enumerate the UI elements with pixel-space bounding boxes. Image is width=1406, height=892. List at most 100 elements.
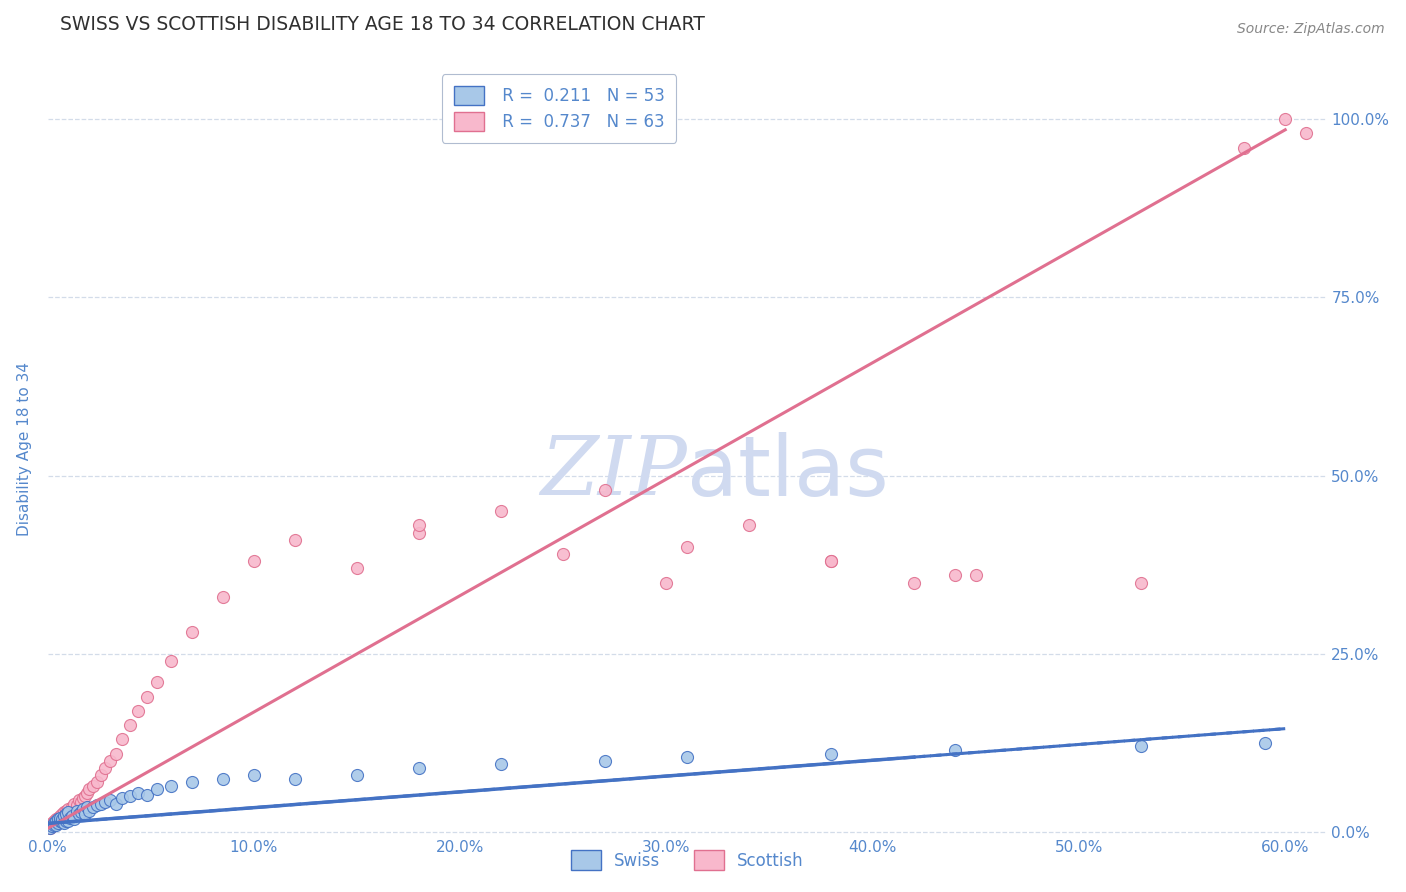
Point [41, 819, 63, 833]
Point [73, 807, 96, 822]
Point [738, 518, 761, 533]
Point [49, 814, 72, 829]
Point [1129, 739, 1152, 754]
Point [553, 547, 575, 561]
Point [820, 554, 842, 568]
Point [45, 818, 67, 832]
Point [965, 568, 987, 582]
Point [46, 816, 69, 830]
Point [120, 718, 142, 732]
Text: SWISS VS SCOTTISH DISABILITY AGE 18 TO 34 CORRELATION CHART: SWISS VS SCOTTISH DISABILITY AGE 18 TO 3… [60, 15, 706, 34]
Point [181, 775, 204, 789]
Point [86, 775, 108, 789]
Point [111, 732, 134, 747]
Point [45, 816, 67, 830]
Point [65, 804, 87, 818]
Point [55, 809, 77, 823]
Point [408, 525, 430, 540]
Point [46, 811, 69, 825]
Point [820, 747, 842, 761]
Point [160, 654, 183, 668]
Point [53, 805, 76, 819]
Point [58, 805, 80, 819]
Point [284, 533, 307, 547]
Point [160, 779, 183, 793]
Point [111, 790, 134, 805]
Point [120, 789, 142, 804]
Point [76, 786, 98, 800]
Point [72, 790, 94, 805]
Point [243, 768, 266, 782]
Point [55, 807, 77, 822]
Point [943, 743, 966, 757]
Point [1295, 127, 1317, 141]
Point [59, 805, 82, 819]
Point [212, 772, 235, 786]
Point [90, 797, 112, 811]
Point [41, 819, 63, 833]
Point [593, 754, 616, 768]
Point [59, 811, 82, 825]
Point [86, 797, 108, 812]
Point [42, 818, 65, 832]
Point [127, 786, 149, 800]
Point [49, 811, 72, 825]
Point [90, 768, 112, 782]
Point [94, 761, 117, 775]
Point [63, 797, 86, 811]
Point [53, 816, 76, 830]
Point [76, 800, 98, 814]
Point [135, 690, 157, 704]
Y-axis label: Disability Age 18 to 34: Disability Age 18 to 34 [17, 362, 32, 536]
Point [1233, 140, 1256, 154]
Point [51, 815, 73, 830]
Point [67, 793, 90, 807]
Point [41, 816, 63, 830]
Point [593, 483, 616, 497]
Point [60, 800, 83, 814]
Point [104, 747, 127, 761]
Point [38, 822, 60, 836]
Point [72, 802, 94, 816]
Text: ZIP: ZIP [540, 432, 688, 512]
Point [55, 804, 77, 818]
Point [69, 805, 91, 819]
Point [135, 788, 157, 802]
Point [127, 704, 149, 718]
Point [1274, 112, 1296, 127]
Point [63, 812, 86, 826]
Point [1253, 736, 1275, 750]
Point [60, 809, 83, 823]
Point [58, 814, 80, 829]
Point [104, 797, 127, 811]
Point [55, 814, 77, 828]
Point [42, 816, 65, 830]
Point [65, 797, 87, 812]
Point [820, 554, 842, 568]
Point [146, 675, 169, 690]
Point [73, 789, 96, 804]
Point [943, 568, 966, 582]
Point [45, 814, 67, 829]
Point [491, 504, 513, 518]
Point [903, 575, 925, 590]
Point [38, 822, 60, 836]
Point [408, 518, 430, 533]
Point [82, 800, 104, 814]
Point [49, 812, 72, 826]
Point [77, 782, 100, 797]
Point [408, 761, 430, 775]
Point [491, 757, 513, 772]
Point [58, 807, 80, 822]
Point [67, 807, 90, 822]
Point [49, 809, 72, 823]
Point [212, 590, 235, 604]
Point [146, 782, 169, 797]
Text: atlas: atlas [688, 432, 889, 513]
Point [98, 793, 121, 807]
Point [94, 795, 117, 809]
Point [46, 812, 69, 826]
Point [69, 795, 91, 809]
Point [58, 802, 80, 816]
Point [46, 814, 69, 829]
